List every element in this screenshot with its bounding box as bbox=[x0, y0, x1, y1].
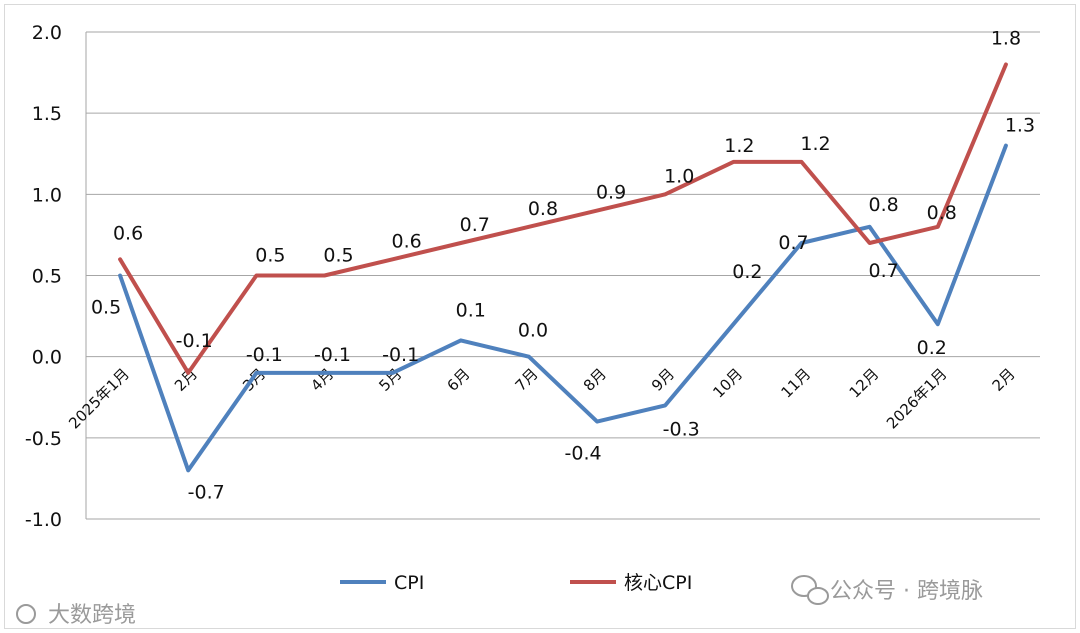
data-label: 0.1 bbox=[456, 299, 486, 321]
data-label: -0.1 bbox=[382, 344, 419, 366]
data-label: 0.2 bbox=[917, 337, 947, 359]
legend-label: 核心CPI bbox=[624, 572, 692, 594]
legend-label: CPI bbox=[394, 572, 424, 594]
x-tick-label: 4月 bbox=[307, 365, 337, 395]
chart-frame bbox=[4, 4, 1076, 629]
x-tick-label: 9月 bbox=[648, 365, 678, 395]
series-line-core-cpi bbox=[118, 62, 1008, 375]
data-label: 0.5 bbox=[323, 245, 353, 267]
data-label: 0.8 bbox=[528, 198, 558, 220]
data-label: 0.8 bbox=[927, 202, 957, 224]
data-label: 1.2 bbox=[800, 133, 830, 155]
data-label: -0.3 bbox=[663, 418, 700, 440]
x-tick-label: 2025年1月 bbox=[65, 365, 133, 433]
data-label: 0.5 bbox=[91, 297, 121, 319]
data-label: -0.1 bbox=[176, 330, 213, 352]
data-label: 0.2 bbox=[732, 261, 762, 283]
data-label: 0.8 bbox=[869, 194, 899, 216]
data-label: -0.7 bbox=[188, 481, 225, 503]
watermark-logo-icon bbox=[16, 604, 36, 624]
x-tick-label: 11月 bbox=[777, 365, 814, 402]
data-label: 0.9 bbox=[596, 182, 626, 204]
x-tick-label: 6月 bbox=[444, 365, 474, 395]
data-label: 0.7 bbox=[460, 214, 490, 236]
x-tick-label: 8月 bbox=[580, 365, 610, 395]
y-tick-label: 2.0 bbox=[32, 22, 62, 44]
y-tick-label: 1.5 bbox=[32, 103, 62, 125]
watermark-left: 大数跨境 bbox=[48, 603, 136, 628]
y-tick-label: -1.0 bbox=[25, 509, 62, 531]
data-label: -0.1 bbox=[314, 344, 351, 366]
y-tick-label: 1.0 bbox=[32, 184, 62, 206]
data-label: 0.6 bbox=[392, 230, 422, 252]
x-tick-label: 7月 bbox=[512, 365, 542, 395]
x-tick-label: 12月 bbox=[846, 365, 883, 402]
data-label: 0.6 bbox=[113, 222, 143, 244]
data-label: 0.7 bbox=[778, 232, 808, 254]
data-label: 1.2 bbox=[724, 135, 754, 157]
data-label: 1.0 bbox=[664, 165, 694, 187]
x-tick-label: 10月 bbox=[709, 365, 746, 402]
data-label: 0.0 bbox=[518, 320, 548, 342]
y-tick-label: 0.0 bbox=[32, 347, 62, 369]
data-label: 0.7 bbox=[869, 260, 899, 282]
data-label: 0.5 bbox=[255, 245, 285, 267]
x-tick-label: 2月 bbox=[989, 365, 1019, 395]
data-label: 1.3 bbox=[1005, 115, 1035, 137]
y-tick-label: 0.5 bbox=[32, 266, 62, 288]
data-label: -0.1 bbox=[246, 344, 283, 366]
x-tick-label: 2026年1月 bbox=[883, 365, 951, 433]
y-tick-label: -0.5 bbox=[25, 428, 62, 450]
data-label: -0.4 bbox=[565, 443, 602, 465]
data-label: 1.8 bbox=[991, 27, 1021, 49]
watermark-right: 公众号 · 跨境脉 bbox=[830, 579, 983, 604]
wechat-icon bbox=[791, 575, 829, 605]
